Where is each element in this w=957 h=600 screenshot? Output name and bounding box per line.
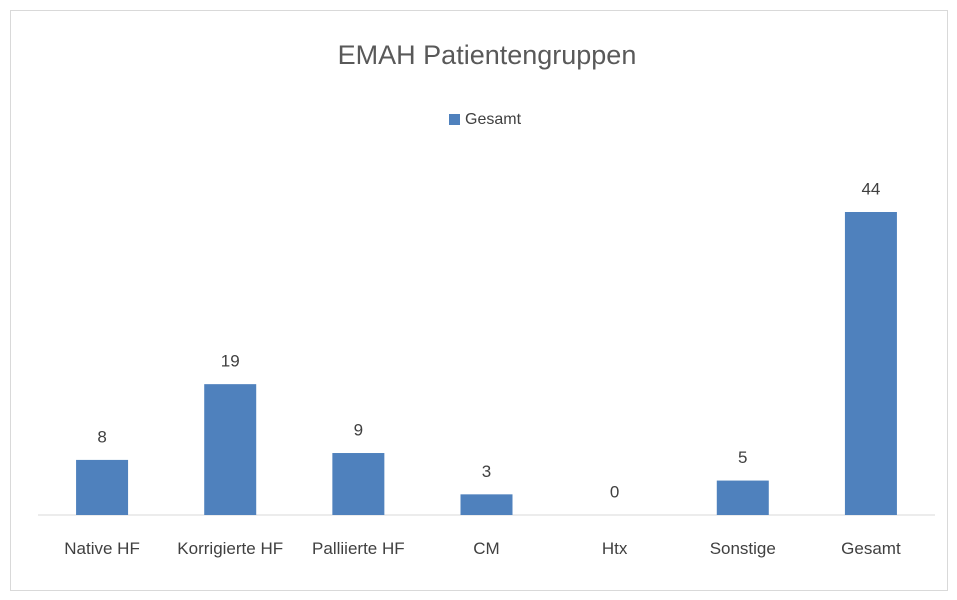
chart-frame [10, 10, 948, 591]
x-tick-label: Palliierte HF [312, 539, 405, 558]
x-tick-label: CM [473, 539, 500, 558]
bar [76, 459, 129, 515]
data-label: 3 [482, 462, 491, 481]
data-label: 44 [861, 179, 880, 198]
bar [460, 494, 513, 515]
data-label: 0 [610, 482, 619, 501]
bar [204, 384, 257, 515]
x-tick-label: Sonstige [709, 539, 776, 558]
chart-title: EMAH Patientengruppen [338, 40, 637, 70]
data-label: 5 [738, 448, 747, 467]
data-label: 8 [97, 427, 106, 446]
bar [332, 453, 385, 515]
x-tick-label: Korrigierte HF [177, 539, 284, 558]
bar [844, 212, 897, 515]
data-label: 19 [221, 352, 240, 371]
x-tick-label: Htx [601, 539, 628, 558]
legend-label: Gesamt [465, 111, 522, 128]
bar [716, 480, 769, 515]
x-tick-label: Gesamt [841, 539, 901, 558]
x-tick-label: Native HF [64, 539, 140, 558]
legend-swatch [449, 114, 460, 125]
data-label: 9 [354, 421, 363, 440]
